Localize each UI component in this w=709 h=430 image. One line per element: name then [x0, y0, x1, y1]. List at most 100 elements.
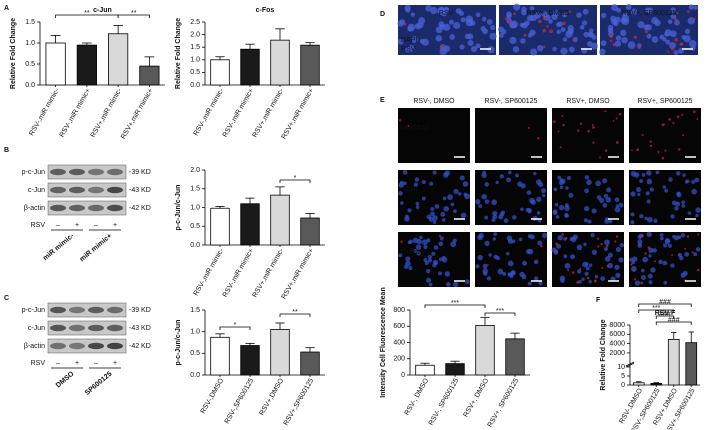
- image-column-label: RSV+, SP600125: [621, 10, 676, 17]
- cell: [674, 206, 679, 211]
- cell: [562, 21, 566, 26]
- cell: [588, 28, 594, 33]
- cell: [649, 144, 653, 148]
- cell: [691, 179, 696, 184]
- cell: [681, 113, 684, 116]
- cell: [670, 46, 675, 51]
- cell: [569, 236, 574, 242]
- cell: [592, 141, 595, 144]
- cell: [408, 239, 413, 244]
- cell: [637, 239, 643, 245]
- cell: [431, 251, 436, 256]
- cell: [649, 140, 652, 143]
- cell: [565, 237, 568, 240]
- cell: [515, 173, 520, 178]
- cell: [533, 171, 537, 176]
- cell: [641, 133, 644, 137]
- cell: [615, 272, 621, 278]
- x-tick-label: RSV-,DMSO: [200, 377, 226, 415]
- cell: [448, 19, 454, 25]
- cell: [612, 42, 617, 47]
- cell: [640, 281, 644, 285]
- cell: [615, 141, 619, 144]
- cell: [442, 196, 447, 201]
- cell: [584, 271, 589, 276]
- cell: [561, 233, 564, 236]
- cell: [664, 32, 669, 37]
- cell: [597, 245, 600, 248]
- cell: [619, 243, 625, 248]
- cell: [670, 13, 677, 20]
- cell: [684, 247, 687, 250]
- cell: [509, 36, 517, 45]
- cell: [506, 235, 513, 241]
- cell: [520, 38, 526, 44]
- bar: [270, 329, 290, 376]
- cell: [482, 271, 488, 276]
- blot-band: [107, 342, 123, 350]
- x-tick-label: RSV-,miR mimic+: [222, 247, 256, 298]
- y-tick-label: 5: [621, 373, 625, 380]
- cell: [527, 281, 532, 286]
- cell: [564, 203, 569, 208]
- cell: [537, 219, 542, 223]
- cell: [397, 20, 404, 27]
- cell: [675, 201, 681, 207]
- bar: [300, 44, 320, 86]
- cell: [452, 209, 457, 214]
- image-column-label: RSV-: [439, 10, 456, 17]
- cell: [600, 242, 603, 246]
- cell: [694, 177, 700, 183]
- cell: [533, 276, 539, 281]
- image-row-label: DAPI: [401, 187, 417, 194]
- cell: [478, 204, 483, 208]
- blot-band: [69, 186, 85, 194]
- y-tick-label: 2.0: [190, 31, 200, 38]
- cell: [562, 12, 568, 18]
- cell: [407, 26, 414, 32]
- cell: [604, 256, 611, 262]
- cell: [492, 210, 498, 216]
- cell: [587, 31, 593, 37]
- cell: [567, 10, 571, 14]
- cell: [670, 214, 675, 219]
- cell: [533, 259, 539, 265]
- cell: [602, 178, 608, 184]
- cell: [691, 251, 694, 254]
- cell: [475, 264, 480, 269]
- cell: [644, 7, 650, 13]
- cell: [438, 257, 443, 262]
- cell: [555, 242, 558, 246]
- x-tick-label: RSV+,miR mimic-: [252, 87, 286, 139]
- cell: [541, 188, 547, 194]
- cell: [529, 5, 535, 11]
- y-tick-label: 0.5: [190, 69, 200, 76]
- cell: [527, 234, 532, 239]
- cell: [601, 266, 604, 269]
- cell: [643, 24, 649, 31]
- x-tick-label: RSV-,miR mimic+: [222, 87, 256, 138]
- cell: [645, 191, 650, 196]
- cell: [630, 263, 633, 266]
- cell: [543, 45, 546, 49]
- cell: [618, 257, 624, 263]
- y-tick-label: 1.0: [190, 329, 200, 336]
- cell: [688, 4, 695, 10]
- x-tick-label: RSV-, SP600125: [428, 377, 461, 426]
- cell: [640, 274, 646, 281]
- bar: [240, 345, 260, 376]
- cell: [412, 237, 419, 244]
- blot-band: [88, 168, 104, 176]
- stain-label: DAPI: [401, 37, 417, 44]
- cell: [440, 45, 444, 50]
- cell: [659, 236, 664, 241]
- cell: [561, 115, 564, 117]
- cell: [562, 123, 565, 127]
- cell: [535, 179, 542, 185]
- cell: [556, 29, 562, 35]
- cell: [622, 12, 628, 18]
- panel-letter: A: [4, 5, 9, 12]
- cell: [510, 20, 513, 24]
- cell: [502, 271, 507, 276]
- cell: [695, 213, 699, 218]
